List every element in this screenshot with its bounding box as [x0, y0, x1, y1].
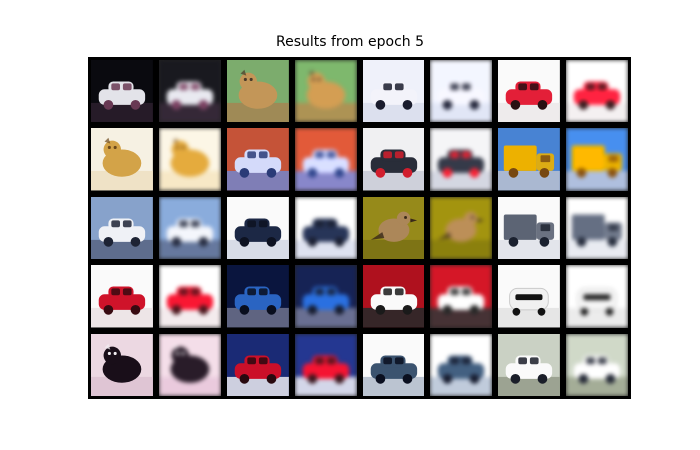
reconstructed-image-tile: [294, 60, 357, 123]
reconstructed-image-tile: [566, 333, 628, 396]
original-image-tile: [498, 128, 561, 191]
reconstructed-image-tile: [294, 196, 357, 260]
original-image-tile: [362, 265, 425, 328]
reconstructed-image-tile: [294, 128, 357, 191]
reconstructed-image-tile: [294, 265, 357, 328]
reconstructed-image-tile: [430, 60, 493, 123]
reconstructed-image-tile: [566, 128, 628, 191]
original-image-tile: [91, 128, 153, 191]
reconstructed-image-tile: [566, 60, 628, 123]
reconstructed-image-tile: [158, 333, 221, 396]
reconstructed-image-tile: [430, 265, 493, 328]
original-image-tile: [226, 196, 289, 260]
original-image-tile: [91, 265, 153, 328]
original-image-tile: [226, 60, 289, 123]
original-image-tile: [362, 60, 425, 123]
original-image-tile: [498, 60, 561, 123]
reconstructed-image-tile: [430, 333, 493, 396]
original-image-tile: [362, 196, 425, 260]
reconstructed-image-tile: [294, 333, 357, 396]
reconstructed-image-tile: [158, 196, 221, 260]
original-image-tile: [91, 60, 153, 123]
reconstructed-image-tile: [430, 196, 493, 260]
original-image-tile: [498, 333, 561, 396]
figure-title: Results from epoch 5: [275, 34, 425, 50]
original-image-tile: [226, 333, 289, 396]
reconstructed-image-tile: [566, 265, 628, 328]
original-image-tile: [362, 128, 425, 191]
reconstructed-image-tile: [158, 60, 221, 123]
original-image-tile: [91, 196, 153, 260]
original-image-tile: [362, 333, 425, 396]
reconstructed-image-tile: [158, 265, 221, 328]
image-grid: [88, 57, 631, 399]
original-image-tile: [226, 265, 289, 328]
original-image-tile: [226, 128, 289, 191]
original-image-tile: [91, 333, 153, 396]
reconstructed-image-tile: [566, 196, 628, 260]
original-image-tile: [498, 196, 561, 260]
reconstructed-image-tile: [158, 128, 221, 191]
original-image-tile: [498, 265, 561, 328]
reconstructed-image-tile: [430, 128, 493, 191]
